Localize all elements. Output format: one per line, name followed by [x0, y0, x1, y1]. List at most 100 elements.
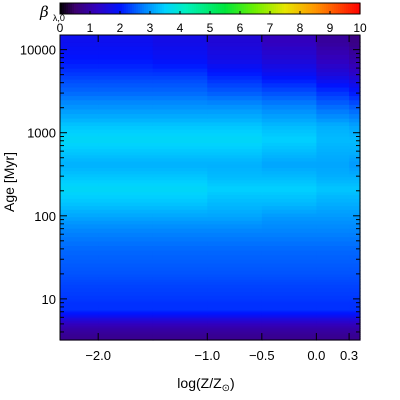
heatmap-cell — [261, 223, 317, 229]
heatmap-cell — [60, 333, 99, 337]
heatmap-cell — [152, 86, 208, 92]
colorbar-ticks: 0 1 2 3 4 5 6 7 8 9 10 — [57, 11, 367, 35]
heatmap-cell — [98, 49, 154, 55]
heatmap-cell — [98, 121, 154, 126]
heatmap-cell — [207, 42, 263, 47]
colorbar-segment — [208, 3, 211, 14]
heatmap-cell — [207, 91, 263, 97]
heatmap-cell — [207, 125, 263, 130]
heatmap-cell — [98, 259, 154, 264]
heatmap-cell — [261, 121, 317, 126]
heatmap-cell — [152, 266, 208, 271]
heatmap-cell — [60, 71, 99, 76]
heatmap-cell — [60, 314, 99, 317]
heatmap-cell — [349, 75, 361, 80]
heatmap-cell — [316, 308, 350, 310]
heatmap-cell — [261, 298, 317, 302]
heatmap-cell — [207, 245, 263, 251]
heatmap-cell — [152, 79, 208, 84]
colorbar-segment — [142, 3, 145, 14]
heatmap-cell — [152, 38, 208, 43]
heatmap-cell — [207, 148, 263, 153]
heatmap-cell — [349, 266, 361, 271]
colorbar-segment — [62, 3, 65, 14]
y-tick-label: 10000 — [20, 43, 56, 58]
heatmap-cell — [261, 38, 317, 43]
heatmap-cell — [207, 304, 263, 308]
heatmap-cell — [261, 220, 317, 225]
heatmap-cell — [152, 323, 208, 327]
heatmap-cell — [261, 45, 317, 51]
heatmap-cell — [98, 273, 154, 278]
heatmap-cell — [60, 95, 99, 101]
heatmap-cell — [349, 302, 361, 306]
heatmap-cell — [60, 300, 99, 304]
heatmap-cell — [152, 108, 208, 115]
heatmap-cell — [316, 157, 350, 162]
heatmap-cell — [261, 75, 317, 80]
heatmap-cell — [316, 205, 350, 210]
colorbar-segment — [186, 3, 189, 14]
heatmap-cell — [98, 182, 154, 187]
heatmap-cell — [349, 45, 361, 51]
heatmap-cell — [207, 327, 263, 331]
heatmap-cell — [261, 35, 317, 40]
heatmap-cell — [261, 129, 317, 134]
colorbar-segment — [180, 3, 183, 14]
colorbar-segment — [296, 3, 299, 14]
heatmap-cell — [261, 245, 317, 251]
heatmap-cell — [152, 99, 208, 105]
x-tick-label: 0.0 — [307, 348, 325, 363]
heatmap-cell — [316, 139, 350, 143]
heatmap-cell — [98, 179, 154, 184]
colorbar-segment — [122, 3, 125, 14]
heatmap-cell — [261, 139, 317, 143]
colorbar-segment — [206, 3, 209, 14]
heatmap-cell — [261, 164, 317, 168]
colorbar-tick-label: 3 — [147, 21, 154, 35]
heatmap-cell — [152, 42, 208, 47]
colorbar-segment — [216, 3, 219, 14]
heatmap-cell — [152, 173, 208, 178]
colorbar-segment — [204, 3, 207, 14]
heatmap-cell — [207, 205, 263, 210]
heatmap-cell — [60, 304, 99, 308]
heatmap-cell — [152, 135, 208, 140]
colorbar-segment — [220, 3, 223, 14]
heatmap-cell — [261, 86, 317, 92]
heatmap-cell — [60, 104, 99, 110]
colorbar-segment — [74, 3, 77, 14]
heatmap-cell — [207, 315, 263, 318]
colorbar-segment — [242, 3, 245, 14]
heatmap-cell — [60, 170, 99, 175]
heatmap-cell — [207, 135, 263, 140]
heatmap-cell — [98, 315, 154, 318]
heatmap-cell — [316, 145, 350, 150]
heatmap-cell — [316, 309, 350, 312]
heatmap-cell — [60, 262, 99, 268]
heatmap-cell — [261, 63, 317, 69]
heatmap-cell — [207, 262, 263, 268]
heatmap-cell — [207, 302, 263, 306]
heatmap-cell — [98, 331, 154, 335]
heatmap-cell — [152, 276, 208, 280]
heatmap-cell — [261, 167, 317, 172]
heatmap-cell — [60, 86, 99, 92]
heatmap-cell — [349, 63, 361, 69]
heatmap-cell — [349, 157, 361, 162]
heatmap-cell — [261, 309, 317, 312]
x-axis-label: log(Z/Z⊙) — [177, 375, 234, 394]
heatmap-cell — [261, 179, 317, 184]
heatmap-cell — [349, 300, 361, 304]
heatmap-cell — [98, 82, 154, 88]
y-tick-label: 100 — [34, 209, 56, 224]
heatmap-cell — [60, 279, 99, 283]
heatmap-cell — [152, 139, 208, 143]
heatmap-cell — [207, 201, 263, 207]
colorbar-segment — [286, 3, 289, 14]
heatmap-cell — [207, 291, 263, 296]
heatmap-cell — [152, 154, 208, 159]
colorbar-segment — [236, 3, 239, 14]
heatmap-cell — [349, 259, 361, 264]
